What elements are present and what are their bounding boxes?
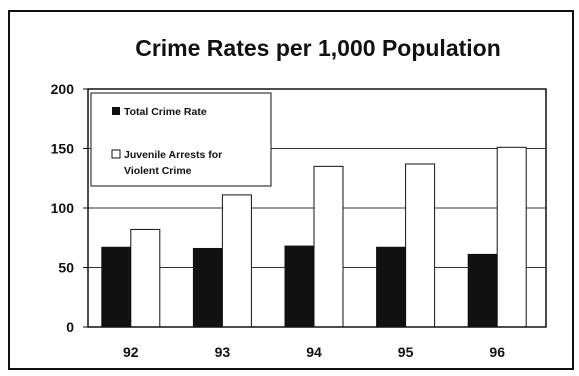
legend-swatch-juvenile-arrests xyxy=(111,149,121,159)
bar-total-crime-rate xyxy=(192,247,223,328)
y-tick-label: 150 xyxy=(51,141,75,157)
bar-juvenile-arrests xyxy=(221,194,252,328)
legend-box xyxy=(90,92,272,187)
legend-label-juvenile-arrests: Juvenile Arrests for xyxy=(124,149,222,161)
y-tick-label: 50 xyxy=(58,260,74,276)
bar-juvenile-arrests xyxy=(313,165,344,328)
bar-total-crime-rate xyxy=(376,246,407,328)
plot-border xyxy=(87,88,547,328)
legend-label-total-crime: Total Crime Rate xyxy=(124,106,207,118)
bar-total-crime-rate xyxy=(101,246,132,328)
bar-total-crime-rate xyxy=(284,245,315,328)
x-tick-label: 96 xyxy=(489,344,505,360)
y-tick-label: 100 xyxy=(51,200,75,216)
x-tick-label: 95 xyxy=(398,344,414,360)
legend-swatch-total-crime xyxy=(112,107,120,115)
bar-juvenile-arrests xyxy=(130,228,161,328)
chart-title: Crime Rates per 1,000 Population xyxy=(135,35,501,61)
legend-label-juvenile-arrests-line2: Violent Crime xyxy=(124,165,192,177)
y-tick-label: 0 xyxy=(66,319,74,335)
x-axis-ticks: 92 93 94 95 96 xyxy=(123,344,505,360)
legend: Total Crime Rate Juvenile Arrests for Vi… xyxy=(90,92,272,187)
x-tick-label: 94 xyxy=(306,344,322,360)
y-axis-ticks: 0 50 100 150 200 xyxy=(51,81,88,335)
bar-total-crime-rate xyxy=(467,253,498,328)
x-tick-label: 93 xyxy=(215,344,231,360)
y-tick-label: 200 xyxy=(51,81,75,97)
outer-border xyxy=(8,10,574,370)
x-tick-label: 92 xyxy=(123,344,139,360)
bar-juvenile-arrests xyxy=(405,163,436,328)
bars xyxy=(101,146,527,328)
bar-juvenile-arrests xyxy=(496,146,527,328)
